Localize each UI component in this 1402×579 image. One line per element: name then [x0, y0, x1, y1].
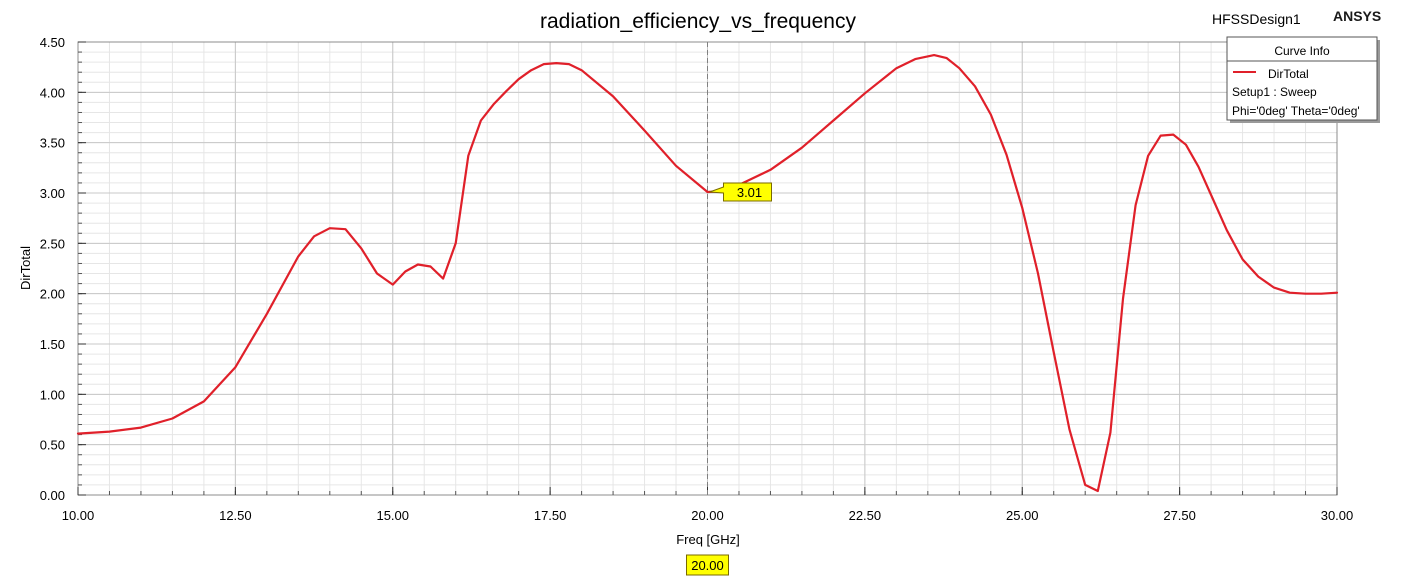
legend-entry: DirTotal [1268, 67, 1309, 81]
y-tick-label: 4.00 [40, 85, 65, 100]
y-tick-label: 1.50 [40, 337, 65, 352]
y-axis-title: DirTotal [18, 246, 33, 290]
design-name: HFSSDesign1 [1212, 11, 1301, 27]
legend-params: Phi='0deg' Theta='0deg' [1232, 104, 1360, 118]
marker-x-text: 20.00 [691, 558, 724, 573]
y-tick-label: 3.50 [40, 136, 65, 151]
x-tick-label: 25.00 [1006, 508, 1039, 523]
y-tick-label: 3.00 [40, 186, 65, 201]
y-tick-label: 2.00 [40, 287, 65, 302]
x-tick-label: 27.50 [1163, 508, 1196, 523]
x-tick-label: 30.00 [1321, 508, 1354, 523]
x-axis-title: Freq [GHz] [676, 532, 740, 547]
series-layer [76, 53, 1339, 493]
y-tick-label: 0.50 [40, 438, 65, 453]
x-tick-label: 20.00 [691, 508, 724, 523]
x-tick-label: 12.50 [219, 508, 252, 523]
y-tick-label: 1.00 [40, 387, 65, 402]
y-tick-label: 2.50 [40, 236, 65, 251]
marker-value-text: 3.01 [737, 185, 762, 200]
x-tick-label: 10.00 [62, 508, 95, 523]
x-tick-label: 15.00 [376, 508, 409, 523]
y-tick-labels: 0.00 0.50 1.00 1.50 2.00 2.50 3.00 3.50 4.00 4.50 [40, 35, 65, 503]
marker-x-label[interactable]: 20.00 [686, 554, 729, 576]
legend-title: Curve Info [1274, 44, 1330, 58]
legend[interactable]: Curve Info DirTotal Setup1 : Sweep Phi='… [1226, 36, 1380, 123]
y-tick-label: 0.00 [40, 488, 65, 503]
chart-title: radiation_efficiency_vs_frequency [540, 10, 856, 33]
series-line-dirtotal [76, 53, 1339, 493]
marker-value-box [709, 182, 772, 202]
axis-ticks [77, 41, 1338, 496]
y-tick-label: 4.50 [40, 35, 65, 50]
legend-setup: Setup1 : Sweep [1232, 85, 1317, 99]
x-tick-label: 17.50 [534, 508, 567, 523]
ansys-logo: ANSYS [1333, 8, 1381, 24]
marker-x-box [686, 554, 729, 576]
x-tick-label: 22.50 [849, 508, 882, 523]
x-tick-labels: 10.00 12.50 15.00 17.50 20.00 22.50 25.00 27.50… [62, 508, 1354, 523]
legend-box [1226, 36, 1378, 121]
marker-value-label[interactable]: 3.01 [709, 182, 772, 202]
